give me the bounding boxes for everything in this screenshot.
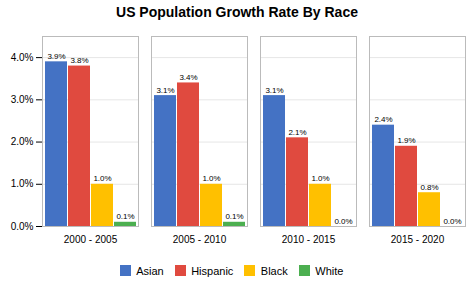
svg-text:2005 - 2010: 2005 - 2010 (173, 234, 227, 245)
svg-text:0.0%: 0.0% (11, 221, 34, 232)
svg-text:3.9%: 3.9% (47, 52, 65, 61)
svg-text:0.8%: 0.8% (420, 183, 438, 192)
svg-text:1.0%: 1.0% (11, 178, 34, 189)
svg-text:2015 - 2020: 2015 - 2020 (391, 234, 445, 245)
svg-text:1.9%: 1.9% (397, 136, 415, 145)
html-text:Hispanic: Hispanic (191, 264, 234, 277)
svg-text:1.0%: 1.0% (202, 174, 220, 183)
svg-text:2.4%: 2.4% (374, 115, 392, 124)
html-text:White: White (315, 264, 344, 277)
svg-text:1.0%: 1.0% (311, 174, 329, 183)
svg-text:2010 - 2015: 2010 - 2015 (282, 234, 336, 245)
svg-text:0.1%: 0.1% (225, 212, 243, 221)
html-text:Asian: Asian (136, 264, 164, 277)
svg-text:0.1%: 0.1% (116, 212, 134, 221)
html-text:Black: Black (260, 264, 288, 277)
svg-text:4.0%: 4.0% (11, 52, 34, 63)
svg-text:2.0%: 2.0% (11, 136, 34, 147)
svg-text:3.4%: 3.4% (179, 73, 197, 82)
svg-text:3.0%: 3.0% (11, 94, 34, 105)
svg-text:3.1%: 3.1% (156, 86, 174, 95)
svg-text:2000 - 2005: 2000 - 2005 (64, 234, 118, 245)
svg-text:1.0%: 1.0% (93, 174, 111, 183)
svg-text:0.0%: 0.0% (334, 217, 352, 226)
html-text:US Population Growth Rate By R: US Population Growth Rate By Race (116, 4, 358, 20)
svg-text:0.0%: 0.0% (443, 217, 461, 226)
svg-text:3.8%: 3.8% (70, 56, 88, 65)
svg-text:2.1%: 2.1% (288, 128, 306, 137)
svg-text:3.1%: 3.1% (265, 86, 283, 95)
